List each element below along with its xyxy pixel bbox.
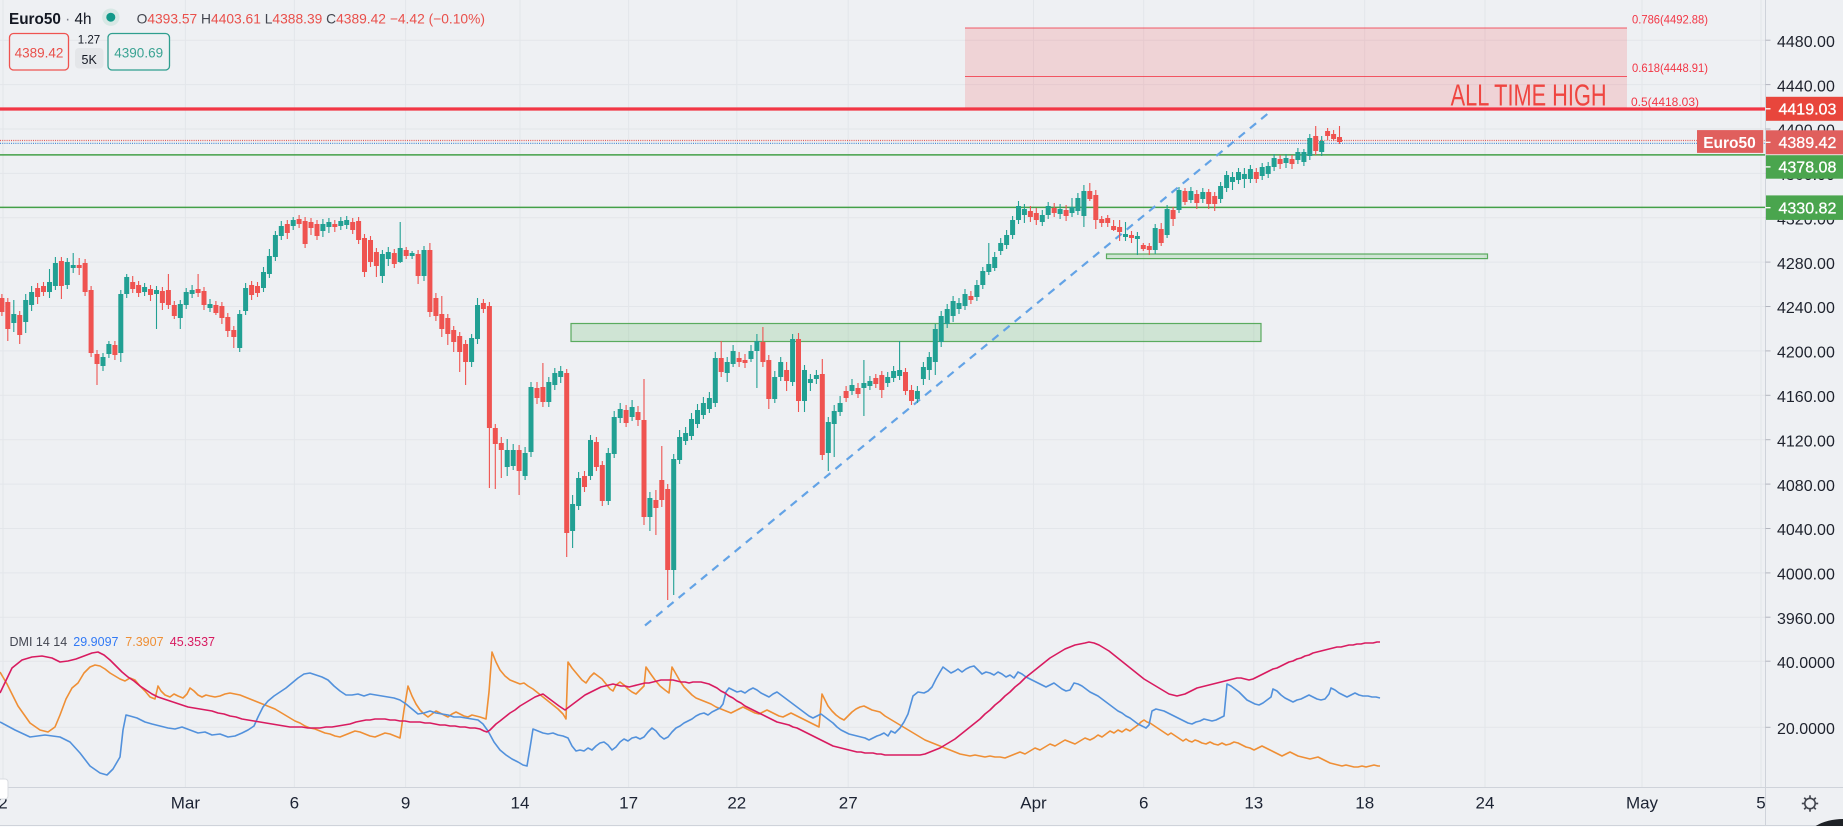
svg-text:6: 6	[290, 794, 299, 813]
svg-text:4120.00: 4120.00	[1777, 433, 1835, 450]
svg-text:27: 27	[839, 794, 858, 813]
svg-text:4330.82: 4330.82	[1779, 200, 1837, 217]
svg-text:3960.00: 3960.00	[1777, 611, 1835, 628]
svg-text:4389.42: 4389.42	[1779, 135, 1837, 152]
svg-text:4419.03: 4419.03	[1779, 102, 1837, 119]
svg-text:4440.00: 4440.00	[1777, 78, 1835, 95]
svg-text:4480.00: 4480.00	[1777, 34, 1835, 51]
svg-text:ALL TIME HIGH: ALL TIME HIGH	[1451, 77, 1607, 112]
svg-text:May: May	[1626, 794, 1659, 813]
svg-text:Euro50 · 4h: Euro50 · 4h	[9, 11, 91, 28]
svg-text:14: 14	[511, 794, 530, 813]
svg-text:0.618(4448.91): 0.618(4448.91)	[1632, 61, 1708, 75]
svg-text:18: 18	[1355, 794, 1374, 813]
svg-text:O4393.57 H4403.61 L4388.39 C43: O4393.57 H4403.61 L4388.39 C4389.42 −4.4…	[137, 12, 485, 27]
svg-text:0.786(4492.88): 0.786(4492.88)	[1632, 13, 1708, 27]
svg-text:4240.00: 4240.00	[1777, 300, 1835, 317]
svg-text:4080.00: 4080.00	[1777, 478, 1835, 495]
svg-text:Euro50: Euro50	[1703, 135, 1756, 152]
svg-text:20.0000: 20.0000	[1777, 721, 1835, 738]
svg-text:Apr: Apr	[1020, 794, 1047, 813]
svg-text:4378.08: 4378.08	[1779, 160, 1837, 177]
svg-text:17: 17	[619, 794, 638, 813]
svg-text:5K: 5K	[82, 53, 98, 67]
svg-text:2: 2	[0, 794, 8, 813]
svg-text:40.0000: 40.0000	[1777, 655, 1835, 672]
svg-text:4040.00: 4040.00	[1777, 522, 1835, 539]
svg-text:0.5(4418.03): 0.5(4418.03)	[1631, 95, 1699, 109]
svg-text:13: 13	[1244, 794, 1263, 813]
svg-text:1.27: 1.27	[78, 35, 100, 47]
svg-text:9: 9	[401, 794, 410, 813]
svg-text:6: 6	[1139, 794, 1148, 813]
svg-text:4389.42: 4389.42	[15, 46, 64, 61]
svg-text:Mar: Mar	[171, 794, 201, 813]
svg-text:4390.69: 4390.69	[114, 46, 163, 61]
svg-text:4200.00: 4200.00	[1777, 345, 1835, 362]
svg-text:4280.00: 4280.00	[1777, 256, 1835, 273]
svg-text:22: 22	[727, 794, 746, 813]
svg-text:4000.00: 4000.00	[1777, 567, 1835, 584]
svg-text:5: 5	[1756, 794, 1765, 813]
svg-text:4160.00: 4160.00	[1777, 389, 1835, 406]
svg-text:24: 24	[1476, 794, 1495, 813]
